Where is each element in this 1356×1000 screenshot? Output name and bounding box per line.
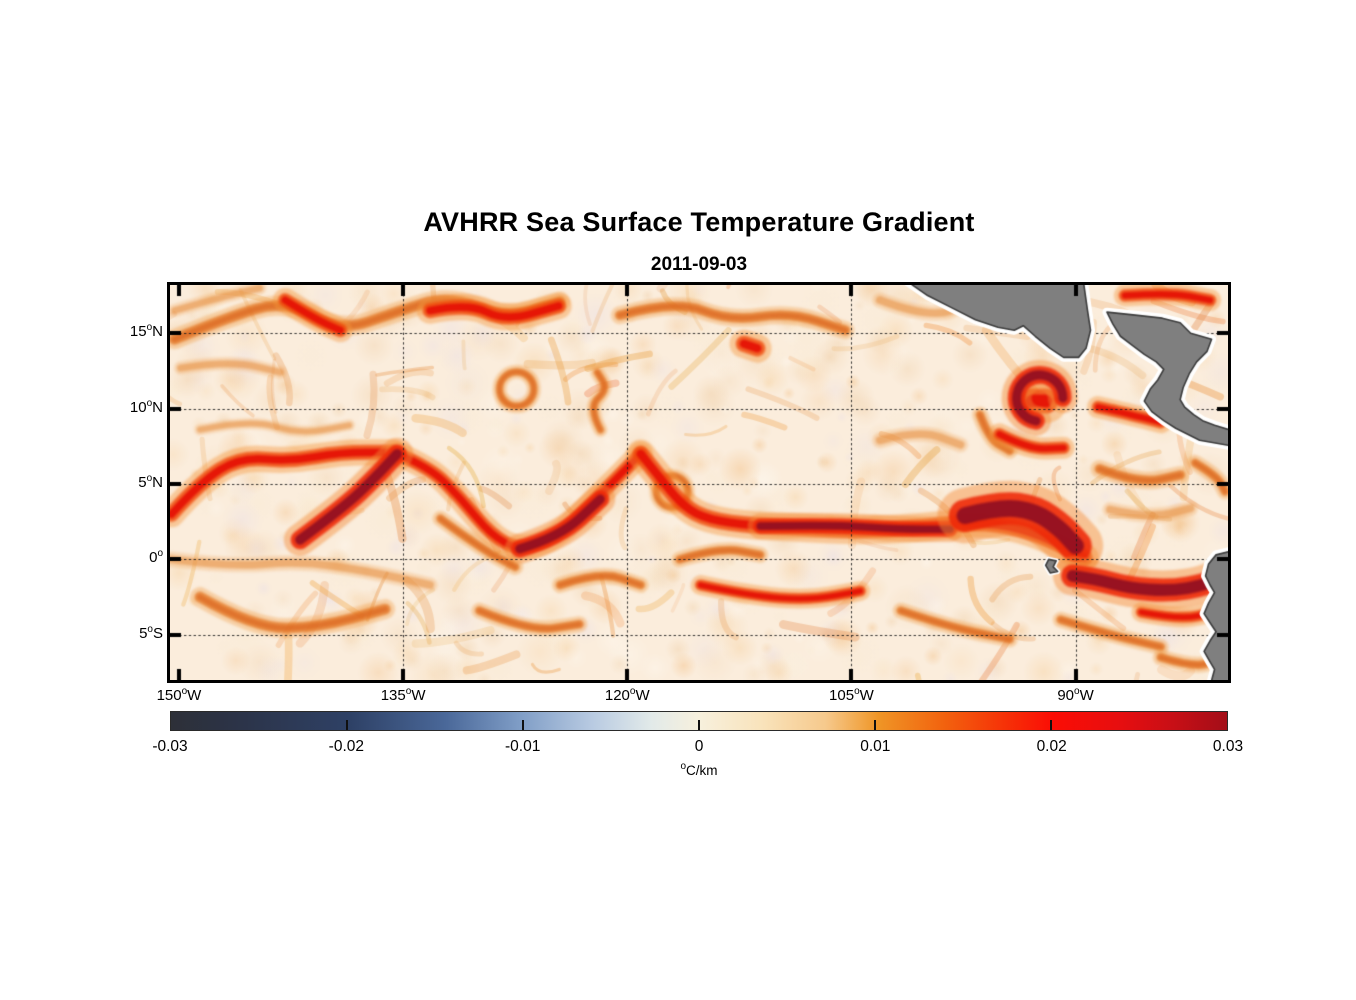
chart-subtitle: 2011-09-03 xyxy=(650,254,748,275)
y-tick-label-5N: 5oN xyxy=(138,473,163,492)
y-tick-label-15N: 15oN xyxy=(129,322,163,341)
y-tick-label-5S: 5oS xyxy=(139,623,163,642)
x-tick-label-120W: 120oW xyxy=(604,686,650,705)
colorbar-tick xyxy=(698,720,700,730)
colorbar-label-0.02: 0.02 xyxy=(1036,738,1067,755)
map-frame xyxy=(167,282,1231,683)
x-tick-label-150W: 150oW xyxy=(156,686,202,705)
colorbar-label-0.03: 0.03 xyxy=(1212,738,1244,755)
chart-title: AVHRR Sea Surface Temperature Gradient xyxy=(423,207,975,237)
x-tick-label-105W: 105oW xyxy=(829,686,874,705)
x-tick-label-135W: 135oW xyxy=(380,686,426,705)
colorbar-tick xyxy=(1050,720,1052,730)
colorbar-label--0.01: -0.01 xyxy=(504,738,541,755)
colorbar-label--0.02: -0.02 xyxy=(328,738,364,755)
y-tick-label-0: 0o xyxy=(149,548,163,567)
colorbar-tick xyxy=(346,720,348,730)
colorbar-tick xyxy=(522,720,524,730)
x-tick-label-90W: 90oW xyxy=(1057,686,1094,705)
y-tick-label-10N: 10oN xyxy=(129,397,163,416)
colorbar-label-0.01: 0.01 xyxy=(860,738,891,755)
colorbar-unit-label: oC/km xyxy=(680,761,718,779)
colorbar-label--0.03: -0.03 xyxy=(152,738,188,755)
colorbar-label-0: 0 xyxy=(694,738,704,755)
colorbar-tick xyxy=(874,720,876,730)
colorbar xyxy=(170,711,1228,731)
sst-gradient-map xyxy=(170,285,1228,680)
